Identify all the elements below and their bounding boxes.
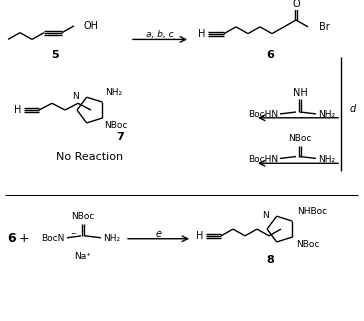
Text: OH: OH (84, 21, 99, 31)
Text: NBoc: NBoc (71, 212, 95, 221)
Text: H: H (196, 231, 204, 241)
Text: NH₂: NH₂ (318, 155, 335, 164)
Text: N: N (72, 92, 79, 101)
Text: 6: 6 (8, 232, 16, 245)
Text: BocHN: BocHN (248, 155, 278, 164)
Text: NBoc: NBoc (104, 121, 128, 130)
Text: Na⁺: Na⁺ (75, 252, 91, 261)
Text: 6: 6 (266, 50, 274, 60)
Text: 7: 7 (116, 132, 124, 142)
Text: H: H (14, 105, 22, 115)
Text: N: N (262, 211, 269, 220)
Text: NH₂: NH₂ (318, 110, 335, 119)
Text: a, b, c: a, b, c (146, 30, 174, 39)
Text: −: − (70, 231, 76, 237)
Text: NBoc: NBoc (288, 134, 312, 143)
Text: e: e (155, 229, 162, 239)
Text: NH₂: NH₂ (105, 88, 122, 97)
Text: +: + (19, 232, 29, 245)
Text: NHBoc: NHBoc (297, 207, 328, 216)
Text: 8: 8 (266, 255, 274, 265)
Text: Br: Br (319, 22, 330, 32)
Text: H: H (198, 29, 206, 39)
Text: BocN: BocN (41, 234, 65, 243)
Text: NBoc: NBoc (296, 240, 320, 249)
Text: No Reaction: No Reaction (56, 152, 123, 161)
Text: NH: NH (293, 88, 307, 98)
Text: O: O (292, 0, 300, 9)
Text: NH₂: NH₂ (103, 234, 120, 243)
Text: d: d (350, 104, 356, 114)
Text: BocHN: BocHN (248, 110, 278, 119)
Text: 5: 5 (51, 50, 59, 60)
